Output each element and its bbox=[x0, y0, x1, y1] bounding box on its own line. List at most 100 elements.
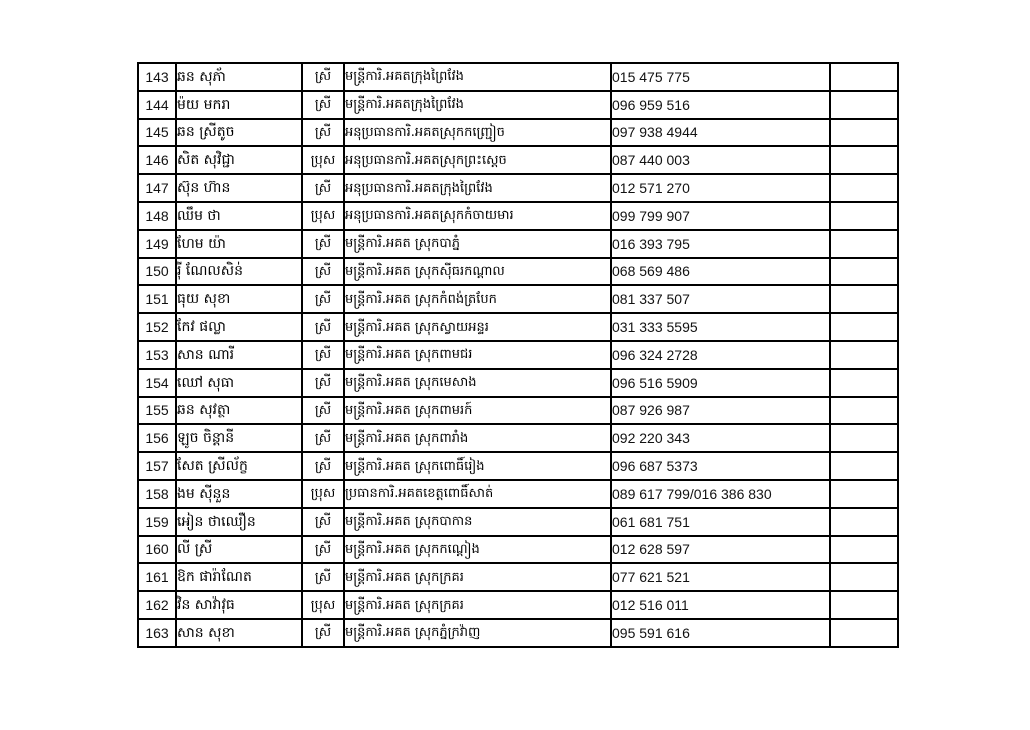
cell-number: 143 bbox=[137, 62, 177, 92]
cell-phone: 061 681 751 bbox=[610, 506, 831, 537]
cell-position: មន្ត្រីការិ.អគត ស្រុកក្រគរ bbox=[343, 590, 612, 620]
cell-phone: 012 628 597 bbox=[610, 534, 831, 565]
cell-gender: ស្រី bbox=[301, 534, 345, 565]
cell-phone: 068 569 486 bbox=[610, 256, 831, 287]
cell-gender: ស្រី bbox=[301, 367, 345, 398]
cell-phone: 096 959 516 bbox=[610, 89, 831, 120]
cell-name: ធុយ សុខា bbox=[175, 284, 303, 315]
cell-phone: 012 571 270 bbox=[610, 173, 831, 203]
cell-position: អនុប្រធានការិ.អគតស្រុកព្រះស្ដេច bbox=[343, 145, 612, 176]
cell-position: មន្ត្រីការិ.អគត ស្រុកកំពង់ត្របែក bbox=[343, 284, 612, 315]
table-row: 150 រ៉ី ណែលសិន់ ស្រី មន្ត្រីការិ.អគត ស្រ… bbox=[137, 256, 899, 287]
cell-name: កែវ ផល្លា bbox=[175, 312, 303, 342]
cell-position: អនុប្រធានការិ.អគតស្រុកកញ្ជ្រៀច bbox=[343, 117, 612, 148]
table-row: 152 កែវ ផល្លា ស្រី មន្ត្រីការិ.អគត ស្រុក… bbox=[137, 312, 899, 342]
cell-phone: 099 799 907 bbox=[610, 200, 831, 231]
cell-number: 147 bbox=[137, 173, 177, 203]
cell-number: 157 bbox=[137, 451, 177, 481]
cell-gender: ប្រុស bbox=[301, 478, 345, 509]
table-row: 158 ងម ស៊ីនួន ប្រុស ប្រធានការិ.អគតខេត្តព… bbox=[137, 478, 899, 509]
cell-position: មន្ត្រីការិ.អគត ស្រុកបាភ្នំ bbox=[343, 228, 612, 259]
cell-blank bbox=[829, 506, 899, 537]
cell-number: 153 bbox=[137, 339, 177, 370]
cell-position: មន្ត្រីការិ.អគត ស្រុកក្រគរ bbox=[343, 562, 612, 593]
cell-phone: 092 220 343 bbox=[610, 423, 831, 454]
cell-number: 160 bbox=[137, 534, 177, 565]
table-row: 157 សែត ស្រីល័ក្ខ ស្រី មន្ត្រីការិ.អគត ស… bbox=[137, 451, 899, 481]
cell-blank bbox=[829, 617, 899, 649]
cell-blank bbox=[829, 339, 899, 370]
table-row: 155 ឆន សុវត្ថា ស្រី មន្ត្រីការិ.អគត ស្រុ… bbox=[137, 395, 899, 426]
cell-gender: ស្រី bbox=[301, 89, 345, 120]
cell-position: មន្ត្រីការិ.អគត ស្រុកបាកាន bbox=[343, 506, 612, 537]
cell-name: សាន សុខា bbox=[175, 617, 303, 649]
table-row: 149 ហែម យ៉ា ស្រី មន្ត្រីការិ.អគត ស្រុកបា… bbox=[137, 228, 899, 259]
cell-gender: ប្រុស bbox=[301, 145, 345, 176]
cell-name: លី ស្រី bbox=[175, 534, 303, 565]
cell-name: ឈៅ សុធា bbox=[175, 367, 303, 398]
cell-number: 158 bbox=[137, 478, 177, 509]
table-row: 143 ឆន សុភ័ា ស្រី មន្ត្រីការិ.អគតក្រុងព្… bbox=[137, 62, 899, 92]
table-row: 162 វិន សាវ៉ាវុធ ប្រុស មន្ត្រីការិ.អគត ស… bbox=[137, 590, 899, 620]
cell-phone: 081 337 507 bbox=[610, 284, 831, 315]
table-row: 147 ស៊ុន ហ៊ាន ស្រី អនុប្រធានការិ.អគតក្រុ… bbox=[137, 173, 899, 203]
cell-position: មន្ត្រីការិ.អគត ស្រុកភ្នំក្រវ៉ាញ bbox=[343, 617, 612, 649]
table-row: 145 ឆន ស្រីតូច ស្រី អនុប្រធានការិ.អគតស្រ… bbox=[137, 117, 899, 148]
cell-position: មន្ត្រីការិ.អគត ស្រុកពារាំង bbox=[343, 423, 612, 454]
cell-name: ឡូច ចិន្តានី bbox=[175, 423, 303, 454]
cell-gender: ប្រុស bbox=[301, 590, 345, 620]
cell-phone: 012 516 011 bbox=[610, 590, 831, 620]
cell-position: មន្ត្រីការិ.អគត ស្រុកកណ្ដៀង bbox=[343, 534, 612, 565]
cell-blank bbox=[829, 590, 899, 620]
cell-gender: ស្រី bbox=[301, 312, 345, 342]
cell-name: ឈឹម ថា bbox=[175, 200, 303, 231]
cell-phone: 087 926 987 bbox=[610, 395, 831, 426]
cell-blank bbox=[829, 312, 899, 342]
table-row: 160 លី ស្រី ស្រី មន្ត្រីការិ.អគត ស្រុកកណ… bbox=[137, 534, 899, 565]
cell-phone: 096 516 5909 bbox=[610, 367, 831, 398]
table-row: 148 ឈឹម ថា ប្រុស អនុប្រធានការិ.អគតស្រុកក… bbox=[137, 200, 899, 231]
cell-number: 154 bbox=[137, 367, 177, 398]
cell-position: មន្ត្រីការិ.អគត ស្រុកស្វាយអន្ទរ bbox=[343, 312, 612, 342]
cell-blank bbox=[829, 451, 899, 481]
cell-position: មន្ត្រីការិ.អគត ស្រុកពោធិ៍រៀង bbox=[343, 451, 612, 481]
cell-gender: ស្រី bbox=[301, 562, 345, 593]
contact-table: 143 ឆន សុភ័ា ស្រី មន្ត្រីការិ.អគតក្រុងព្… bbox=[137, 62, 899, 649]
table-row: 151 ធុយ សុខា ស្រី មន្ត្រីការិ.អគត ស្រុកក… bbox=[137, 284, 899, 315]
cell-blank bbox=[829, 200, 899, 231]
cell-number: 152 bbox=[137, 312, 177, 342]
table-row: 144 ម៉យ មករា ស្រី មន្ត្រីការិ.អគតក្រុងព្… bbox=[137, 89, 899, 120]
cell-number: 149 bbox=[137, 228, 177, 259]
cell-name: ម៉យ មករា bbox=[175, 89, 303, 120]
cell-name: ឆន ស្រីតូច bbox=[175, 117, 303, 148]
table-row: 159 អៀន ថាឈឿន ស្រី មន្ត្រីការិ.អគត ស្រុក… bbox=[137, 506, 899, 537]
cell-blank bbox=[829, 256, 899, 287]
table-row: 153 សាន ណារី ស្រី មន្ត្រីការិ.អគត ស្រុកព… bbox=[137, 339, 899, 370]
cell-position: មន្ត្រីការិ.អគតក្រុងព្រៃវែង bbox=[343, 89, 612, 120]
cell-position: មន្ត្រីការិ.អគតក្រុងព្រៃវែង bbox=[343, 62, 612, 92]
table-row: 161 ឱក ផារ៉ាណែត ស្រី មន្ត្រីការិ.អគត ស្រ… bbox=[137, 562, 899, 593]
cell-number: 146 bbox=[137, 145, 177, 176]
cell-position: មន្ត្រីការិ.អគត ស្រុកមេសាង bbox=[343, 367, 612, 398]
cell-position: មន្ត្រីការិ.អគត ស្រុកស៊ីធរកណ្ដាល bbox=[343, 256, 612, 287]
cell-name: សាន ណារី bbox=[175, 339, 303, 370]
cell-name: វិន សាវ៉ាវុធ bbox=[175, 590, 303, 620]
cell-gender: ស្រី bbox=[301, 395, 345, 426]
cell-name: ហែម យ៉ា bbox=[175, 228, 303, 259]
table-row: 146 សិត សុវិជ្ជា ប្រុស អនុប្រធានការិ.អគត… bbox=[137, 145, 899, 176]
cell-position: មន្ត្រីការិ.អគត ស្រុកពាមជរ bbox=[343, 339, 612, 370]
cell-number: 150 bbox=[137, 256, 177, 287]
cell-name: ងម ស៊ីនួន bbox=[175, 478, 303, 509]
table-row: 156 ឡូច ចិន្តានី ស្រី មន្ត្រីការិ.អគត ស្… bbox=[137, 423, 899, 454]
cell-number: 148 bbox=[137, 200, 177, 231]
cell-number: 163 bbox=[137, 617, 177, 649]
cell-blank bbox=[829, 173, 899, 203]
cell-gender: ស្រី bbox=[301, 284, 345, 315]
cell-blank bbox=[829, 62, 899, 92]
cell-gender: ស្រី bbox=[301, 617, 345, 649]
cell-phone: 089 617 799/016 386 830 bbox=[610, 478, 831, 509]
cell-name: ស៊ុន ហ៊ាន bbox=[175, 173, 303, 203]
cell-number: 156 bbox=[137, 423, 177, 454]
cell-position-highlighted: ប្រធានការិ.អគតខេត្តពោធិ៍សាត់ bbox=[343, 478, 612, 509]
